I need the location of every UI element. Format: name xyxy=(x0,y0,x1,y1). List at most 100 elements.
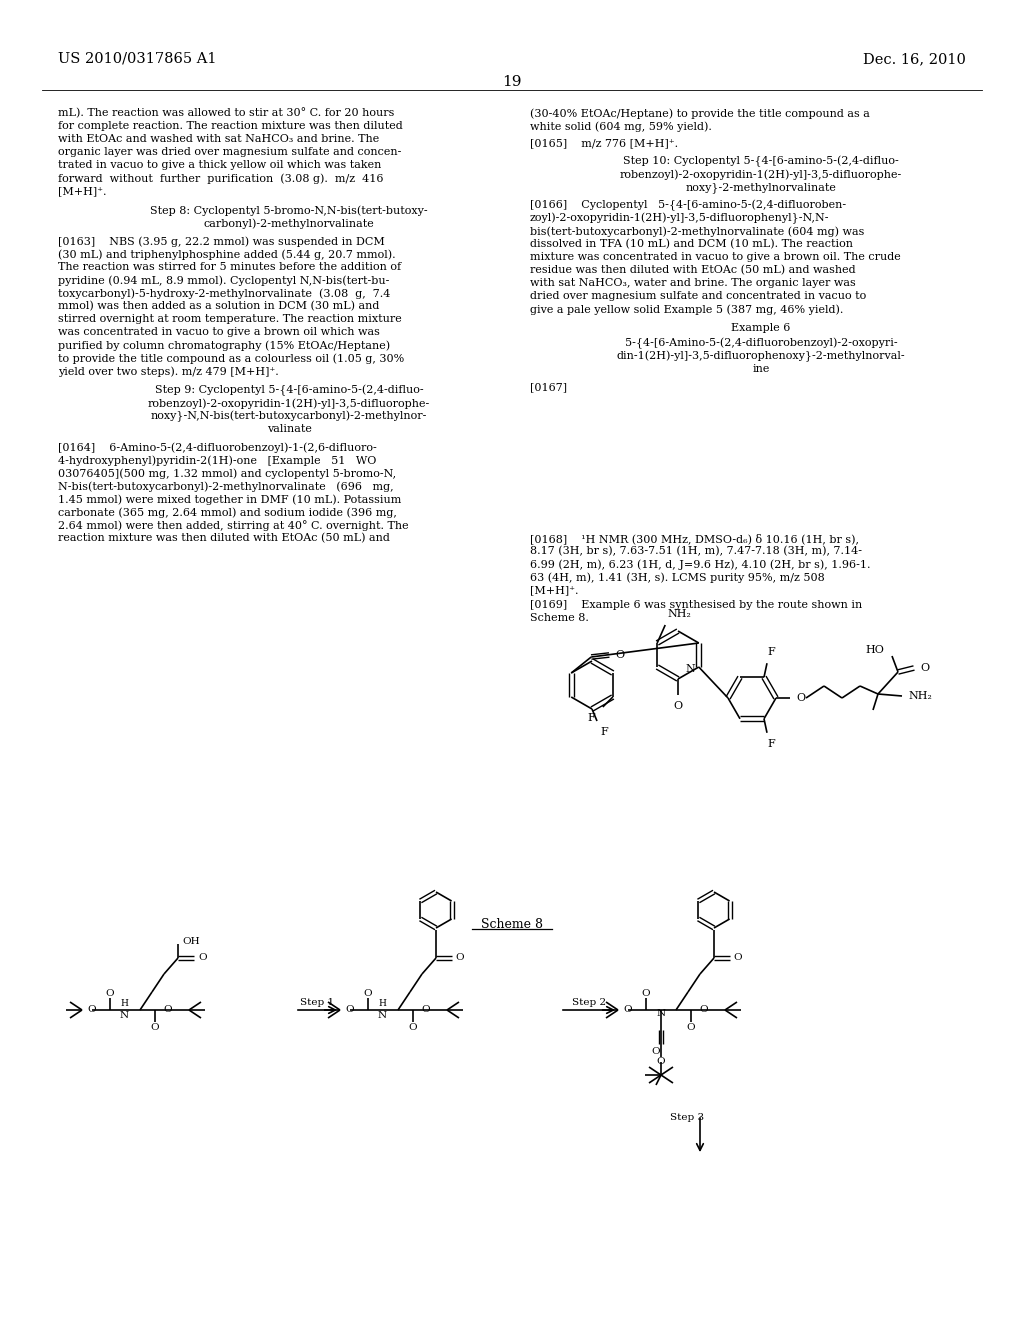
Text: H: H xyxy=(120,999,128,1008)
Text: stirred overnight at room temperature. The reaction mixture: stirred overnight at room temperature. T… xyxy=(58,314,401,323)
Text: N: N xyxy=(378,1011,387,1019)
Text: 6.99 (2H, m), 6.23 (1H, d, J=9.6 Hz), 4.10 (2H, br s), 1.96-1.: 6.99 (2H, m), 6.23 (1H, d, J=9.6 Hz), 4.… xyxy=(530,558,870,569)
Text: 63 (4H, m), 1.41 (3H, s). LCMS purity 95%, m/z 508: 63 (4H, m), 1.41 (3H, s). LCMS purity 95… xyxy=(530,572,824,582)
Text: O: O xyxy=(796,693,805,704)
Text: 8.17 (3H, br s), 7.63-7.51 (1H, m), 7.47-7.18 (3H, m), 7.14-: 8.17 (3H, br s), 7.63-7.51 (1H, m), 7.47… xyxy=(530,546,862,556)
Text: F: F xyxy=(767,739,775,748)
Text: US 2010/0317865 A1: US 2010/0317865 A1 xyxy=(58,51,216,66)
Text: Scheme 8.: Scheme 8. xyxy=(530,612,589,623)
Text: white solid (604 mg, 59% yield).: white solid (604 mg, 59% yield). xyxy=(530,121,712,132)
Text: pyridine (0.94 mL, 8.9 mmol). Cyclopentyl N,N-bis(tert-bu-: pyridine (0.94 mL, 8.9 mmol). Cyclopenty… xyxy=(58,275,389,285)
Text: O: O xyxy=(674,701,683,711)
Text: din-1(2H)-yl]-3,5-difluorophenoxy}-2-methylnorval-: din-1(2H)-yl]-3,5-difluorophenoxy}-2-met… xyxy=(616,351,905,363)
Text: [0166]    Cyclopentyl   5-{4-[6-amino-5-(2,4-difluoroben-: [0166] Cyclopentyl 5-{4-[6-amino-5-(2,4-… xyxy=(530,201,846,211)
Text: was concentrated in vacuo to give a brown oil which was: was concentrated in vacuo to give a brow… xyxy=(58,327,380,337)
Text: dried over magnesium sulfate and concentrated in vacuo to: dried over magnesium sulfate and concent… xyxy=(530,290,866,301)
Text: mL). The reaction was allowed to stir at 30° C. for 20 hours: mL). The reaction was allowed to stir at… xyxy=(58,108,394,119)
Text: 2.64 mmol) were then added, stirring at 40° C. overnight. The: 2.64 mmol) were then added, stirring at … xyxy=(58,520,409,531)
Text: valinate: valinate xyxy=(266,424,311,434)
Text: O: O xyxy=(656,1057,666,1067)
Text: [M+H]⁺.: [M+H]⁺. xyxy=(530,585,579,595)
Text: with EtOAc and washed with sat NaHCO₃ and brine. The: with EtOAc and washed with sat NaHCO₃ an… xyxy=(58,135,379,144)
Text: Example 6: Example 6 xyxy=(731,323,791,333)
Text: [0169]    Example 6 was synthesised by the route shown in: [0169] Example 6 was synthesised by the … xyxy=(530,601,862,610)
Text: O: O xyxy=(733,953,741,962)
Text: yield over two steps). m/z 479 [M+H]⁺.: yield over two steps). m/z 479 [M+H]⁺. xyxy=(58,366,279,376)
Text: Step 1: Step 1 xyxy=(300,998,335,1007)
Text: (30-40% EtOAc/Heptane) to provide the title compound as a: (30-40% EtOAc/Heptane) to provide the ti… xyxy=(530,108,869,119)
Text: Step 10: Cyclopentyl 5-{4-[6-amino-5-(2,4-difluo-: Step 10: Cyclopentyl 5-{4-[6-amino-5-(2,… xyxy=(624,156,899,168)
Text: O: O xyxy=(920,663,929,673)
Text: [0167]: [0167] xyxy=(530,381,567,392)
Text: robenzoyl)-2-oxopyridin-1(2H)-yl]-3,5-difluorophe-: robenzoyl)-2-oxopyridin-1(2H)-yl]-3,5-di… xyxy=(147,399,430,409)
Text: O: O xyxy=(151,1023,160,1031)
Text: bis(tert-butoxycarbonyl)-2-methylnorvalinate (604 mg) was: bis(tert-butoxycarbonyl)-2-methylnorvali… xyxy=(530,226,864,236)
Text: Step 3: Step 3 xyxy=(670,1113,705,1122)
Text: OH: OH xyxy=(182,937,200,946)
Text: O: O xyxy=(651,1047,660,1056)
Text: noxy}-N,N-bis(tert-butoxycarbonyl)-2-methylnor-: noxy}-N,N-bis(tert-butoxycarbonyl)-2-met… xyxy=(151,411,427,422)
Text: 19: 19 xyxy=(502,75,522,88)
Text: N: N xyxy=(120,1011,129,1019)
Text: zoyl)-2-oxopyridin-1(2H)-yl]-3,5-difluorophenyl}-N,N-: zoyl)-2-oxopyridin-1(2H)-yl]-3,5-difluor… xyxy=(530,213,829,224)
Text: F: F xyxy=(587,713,595,723)
Text: carbonate (365 mg, 2.64 mmol) and sodium iodide (396 mg,: carbonate (365 mg, 2.64 mmol) and sodium… xyxy=(58,507,397,517)
Text: H: H xyxy=(378,999,386,1008)
Text: O: O xyxy=(642,989,650,998)
Text: dissolved in TFA (10 mL) and DCM (10 mL). The reaction: dissolved in TFA (10 mL) and DCM (10 mL)… xyxy=(530,239,853,249)
Text: Dec. 16, 2010: Dec. 16, 2010 xyxy=(863,51,966,66)
Text: N: N xyxy=(685,664,695,675)
Text: [0168]    ¹H NMR (300 MHz, DMSO-d₆) δ 10.16 (1H, br s),: [0168] ¹H NMR (300 MHz, DMSO-d₆) δ 10.16… xyxy=(530,533,859,544)
Text: purified by column chromatography (15% EtOAc/Heptane): purified by column chromatography (15% E… xyxy=(58,341,390,351)
Text: Step 9: Cyclopentyl 5-{4-[6-amino-5-(2,4-difluo-: Step 9: Cyclopentyl 5-{4-[6-amino-5-(2,4… xyxy=(155,385,423,396)
Text: O: O xyxy=(164,1006,172,1015)
Text: O: O xyxy=(624,1006,632,1015)
Text: 5-{4-[6-Amino-5-(2,4-difluorobenzoyl)-2-oxopyri-: 5-{4-[6-Amino-5-(2,4-difluorobenzoyl)-2-… xyxy=(625,338,897,350)
Text: NH₂: NH₂ xyxy=(668,609,691,619)
Text: O: O xyxy=(687,1023,695,1031)
Text: mixture was concentrated in vacuo to give a brown oil. The crude: mixture was concentrated in vacuo to giv… xyxy=(530,252,901,261)
Text: O: O xyxy=(364,989,373,998)
Text: 1.45 mmol) were mixed together in DMF (10 mL). Potassium: 1.45 mmol) were mixed together in DMF (1… xyxy=(58,494,401,504)
Text: HO: HO xyxy=(865,645,884,655)
Text: O: O xyxy=(455,953,464,962)
Text: O: O xyxy=(346,1006,354,1015)
Text: O: O xyxy=(198,953,207,962)
Text: robenzoyl)-2-oxopyridin-1(2H)-yl]-3,5-difluorophe-: robenzoyl)-2-oxopyridin-1(2H)-yl]-3,5-di… xyxy=(620,169,902,180)
Text: (30 mL) and triphenylphosphine added (5.44 g, 20.7 mmol).: (30 mL) and triphenylphosphine added (5.… xyxy=(58,249,395,260)
Text: F: F xyxy=(600,727,608,737)
Text: toxycarbonyl)-5-hydroxy-2-methylnorvalinate  (3.08  g,  7.4: toxycarbonyl)-5-hydroxy-2-methylnorvalin… xyxy=(58,288,390,298)
Text: [0164]    6-Amino-5-(2,4-difluorobenzoyl)-1-(2,6-difluoro-: [0164] 6-Amino-5-(2,4-difluorobenzoyl)-1… xyxy=(58,442,377,453)
Text: Step 8: Cyclopentyl 5-bromo-N,N-bis(tert-butoxy-: Step 8: Cyclopentyl 5-bromo-N,N-bis(tert… xyxy=(151,205,428,215)
Text: N-bis(tert-butoxycarbonyl)-2-methylnorvalinate   (696   mg,: N-bis(tert-butoxycarbonyl)-2-methylnorva… xyxy=(58,480,393,491)
Text: [M+H]⁺.: [M+H]⁺. xyxy=(58,186,106,195)
Text: O: O xyxy=(105,989,115,998)
Text: with sat NaHCO₃, water and brine. The organic layer was: with sat NaHCO₃, water and brine. The or… xyxy=(530,279,856,288)
Text: Step 2: Step 2 xyxy=(572,998,606,1007)
Text: reaction mixture was then diluted with EtOAc (50 mL) and: reaction mixture was then diluted with E… xyxy=(58,533,390,544)
Text: 03076405](500 mg, 1.32 mmol) and cyclopentyl 5-bromo-N,: 03076405](500 mg, 1.32 mmol) and cyclope… xyxy=(58,469,396,479)
Text: O: O xyxy=(615,649,625,660)
Text: organic layer was dried over magnesium sulfate and concen-: organic layer was dried over magnesium s… xyxy=(58,147,401,157)
Text: carbonyl)-2-methylnorvalinate: carbonyl)-2-methylnorvalinate xyxy=(204,218,375,228)
Text: ine: ine xyxy=(753,364,770,374)
Text: residue was then diluted with EtOAc (50 mL) and washed: residue was then diluted with EtOAc (50 … xyxy=(530,265,856,276)
Text: give a pale yellow solid Example 5 (387 mg, 46% yield).: give a pale yellow solid Example 5 (387 … xyxy=(530,304,844,314)
Text: for complete reaction. The reaction mixture was then diluted: for complete reaction. The reaction mixt… xyxy=(58,121,402,131)
Text: O: O xyxy=(409,1023,418,1031)
Text: to provide the title compound as a colourless oil (1.05 g, 30%: to provide the title compound as a colou… xyxy=(58,352,404,363)
Text: [0165]    m/z 776 [M+H]⁺.: [0165] m/z 776 [M+H]⁺. xyxy=(530,139,678,148)
Text: 4-hydroxyphenyl)pyridin-2(1H)-one   [Example   51   WO: 4-hydroxyphenyl)pyridin-2(1H)-one [Examp… xyxy=(58,455,377,466)
Text: N: N xyxy=(656,1010,666,1019)
Text: Scheme 8: Scheme 8 xyxy=(481,917,543,931)
Text: O: O xyxy=(88,1006,96,1015)
Text: F: F xyxy=(767,647,775,657)
Text: forward  without  further  purification  (3.08 g).  m/z  416: forward without further purification (3.… xyxy=(58,173,384,183)
Text: noxy}-2-methylnorvalinate: noxy}-2-methylnorvalinate xyxy=(685,182,837,193)
Text: trated in vacuo to give a thick yellow oil which was taken: trated in vacuo to give a thick yellow o… xyxy=(58,160,381,170)
Text: O: O xyxy=(422,1006,430,1015)
Text: mmol) was then added as a solution in DCM (30 mL) and: mmol) was then added as a solution in DC… xyxy=(58,301,379,312)
Text: O: O xyxy=(699,1006,709,1015)
Text: The reaction was stirred for 5 minutes before the addition of: The reaction was stirred for 5 minutes b… xyxy=(58,261,401,272)
Text: NH₂: NH₂ xyxy=(908,690,932,701)
